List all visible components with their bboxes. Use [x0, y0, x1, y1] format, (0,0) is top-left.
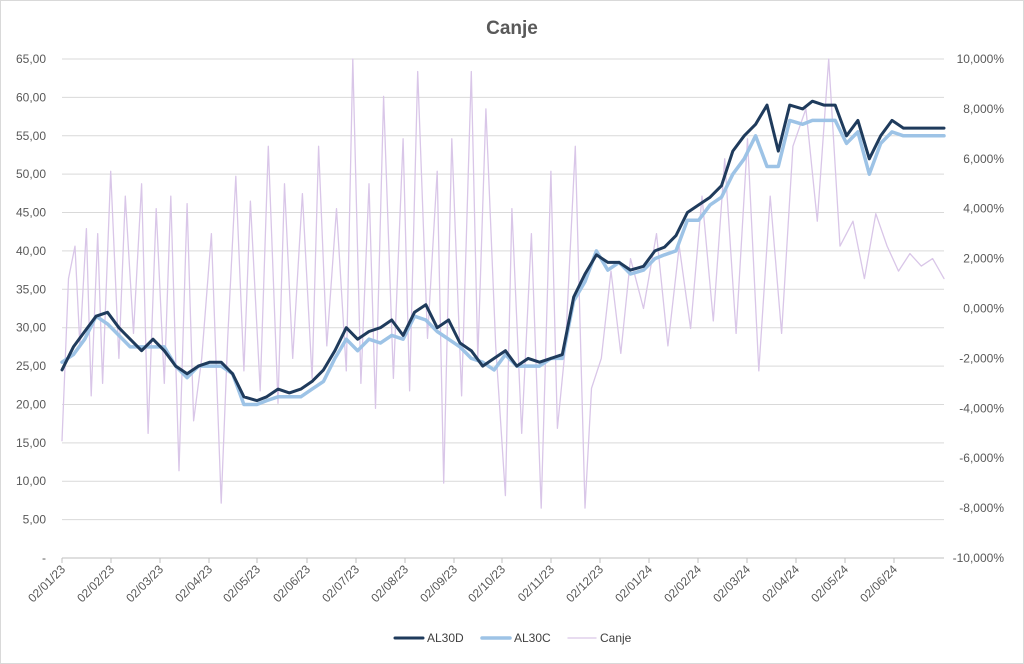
- y-left-tick-label: 45,00: [16, 206, 46, 220]
- y-left-tick-label: 40,00: [16, 244, 46, 258]
- legend-label: AL30C: [514, 631, 551, 645]
- x-tick-label: 02/12/23: [563, 562, 606, 605]
- x-tick-label: 02/02/24: [661, 562, 704, 605]
- y-left-tick-label: 55,00: [16, 129, 46, 143]
- legend-item-al30c: AL30C: [480, 631, 551, 645]
- y-left-tick-label: 25,00: [16, 359, 46, 373]
- x-tick-label: 02/11/23: [515, 562, 558, 605]
- y-right-tick-label: 4,000%: [963, 202, 1004, 216]
- grid-layer: [62, 58, 944, 559]
- x-tick-label: 02/02/23: [74, 562, 117, 605]
- series-layer: [60, 58, 946, 509]
- y-right-tick-label: -10,000%: [953, 551, 1005, 565]
- y-right-tick-label: -4,000%: [959, 401, 1004, 415]
- legend: AL30D AL30C Canje: [393, 631, 632, 645]
- y-right-tick-label: 8,000%: [963, 102, 1004, 116]
- x-tick-label: 02/04/24: [759, 562, 802, 605]
- x-tick-label: 02/05/24: [808, 562, 851, 605]
- x-tick-label: 02/01/23: [25, 562, 68, 605]
- y-left-tick-label: 5,00: [23, 513, 47, 527]
- legend-item-al30d: AL30D: [393, 631, 464, 645]
- x-tick-label: 02/10/23: [465, 562, 508, 605]
- series-line-al30c: [60, 118, 946, 407]
- y-left-tick-label: 50,00: [16, 167, 46, 181]
- chart-title: Canje: [486, 18, 538, 39]
- legend-item-canje: Canje: [567, 631, 632, 645]
- x-tick-label: 02/03/23: [123, 562, 166, 605]
- y-right-tick-label: -8,000%: [959, 501, 1004, 515]
- y-right-tick-label: 6,000%: [963, 152, 1004, 166]
- y-left-tick-label: 10,00: [16, 474, 46, 488]
- y-right-tick-label: -6,000%: [959, 451, 1004, 465]
- series-line-al30d: [60, 99, 946, 403]
- y-right-tick-label: 0,000%: [963, 302, 1004, 316]
- legend-label: AL30D: [427, 631, 464, 645]
- x-tick-label: 02/06/23: [270, 562, 313, 605]
- y-right-tick-label: -2,000%: [959, 351, 1004, 365]
- series-line-canje: [61, 58, 945, 509]
- legend-label: Canje: [600, 631, 632, 645]
- x-tick-label: 02/01/24: [612, 562, 655, 605]
- y-right-tick-label: 10,000%: [957, 52, 1005, 66]
- y-left-tick-label: 60,00: [16, 90, 46, 104]
- y-left-tick-label: 30,00: [16, 321, 46, 335]
- x-tick-label: 02/08/23: [368, 562, 411, 605]
- x-tick-label: 02/06/24: [857, 562, 900, 605]
- y-left-tick-label: 20,00: [16, 397, 46, 411]
- y-left-tick-label: -: [42, 551, 46, 565]
- y-right-tick-label: 2,000%: [963, 252, 1004, 266]
- x-tick-label: 02/07/23: [319, 562, 362, 605]
- x-tick-label: 02/05/23: [220, 562, 263, 605]
- y-left-tick-label: 15,00: [16, 436, 46, 450]
- x-tick-label: 02/04/23: [172, 562, 215, 605]
- y-left-tick-label: 35,00: [16, 282, 46, 296]
- x-tick-label: 02/03/24: [710, 562, 753, 605]
- y-left-tick-label: 65,00: [16, 52, 46, 66]
- x-tick-label: 02/09/23: [417, 562, 460, 605]
